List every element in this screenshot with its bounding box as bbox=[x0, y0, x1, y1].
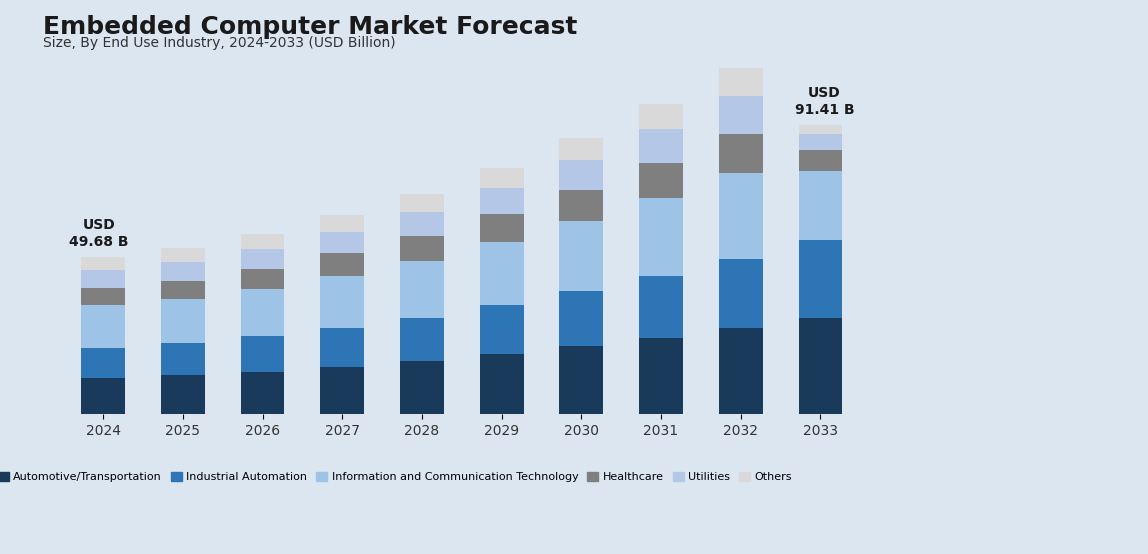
Bar bbox=[639, 338, 683, 414]
Bar bbox=[241, 289, 285, 336]
Bar bbox=[400, 361, 444, 414]
Bar bbox=[639, 129, 683, 163]
Bar bbox=[82, 348, 125, 378]
Bar bbox=[559, 138, 603, 161]
Bar bbox=[480, 242, 523, 305]
Bar bbox=[241, 249, 285, 269]
Bar bbox=[82, 288, 125, 305]
Bar bbox=[320, 327, 364, 367]
Bar bbox=[320, 275, 364, 327]
Bar bbox=[480, 168, 523, 188]
Bar bbox=[161, 280, 204, 299]
Bar bbox=[480, 188, 523, 214]
Bar bbox=[161, 299, 204, 343]
Bar bbox=[559, 346, 603, 414]
Bar bbox=[82, 305, 125, 348]
Bar bbox=[241, 234, 285, 249]
Bar bbox=[639, 104, 683, 129]
Bar bbox=[799, 171, 843, 240]
Bar bbox=[719, 68, 762, 96]
Bar bbox=[799, 150, 843, 171]
Bar bbox=[400, 317, 444, 361]
Bar bbox=[400, 193, 444, 212]
Text: Embedded Computer Market Forecast: Embedded Computer Market Forecast bbox=[44, 15, 577, 39]
Bar bbox=[559, 291, 603, 346]
Bar bbox=[799, 125, 843, 135]
Bar bbox=[161, 343, 204, 376]
Text: Size, By End Use Industry, 2024-2033 (USD Billion): Size, By End Use Industry, 2024-2033 (US… bbox=[44, 36, 396, 50]
Bar bbox=[559, 161, 603, 191]
Bar bbox=[719, 329, 762, 414]
Bar bbox=[82, 257, 125, 270]
Bar bbox=[639, 275, 683, 338]
Bar bbox=[82, 270, 125, 288]
Bar bbox=[639, 163, 683, 198]
Bar bbox=[241, 372, 285, 414]
Bar bbox=[82, 378, 125, 414]
Bar bbox=[400, 212, 444, 236]
Bar bbox=[559, 222, 603, 291]
Text: USD
49.68 B: USD 49.68 B bbox=[69, 218, 129, 249]
Text: USD
91.41 B: USD 91.41 B bbox=[794, 86, 854, 117]
Bar bbox=[241, 336, 285, 372]
Bar bbox=[799, 318, 843, 414]
Bar bbox=[161, 376, 204, 414]
Bar bbox=[320, 253, 364, 275]
Bar bbox=[639, 198, 683, 275]
Bar bbox=[480, 305, 523, 354]
Bar bbox=[480, 354, 523, 414]
Bar bbox=[400, 236, 444, 260]
Bar bbox=[320, 215, 364, 232]
Bar bbox=[161, 248, 204, 262]
Bar bbox=[480, 214, 523, 242]
Bar bbox=[320, 367, 364, 414]
Bar bbox=[719, 134, 762, 173]
Legend: Automotive/Transportation, Industrial Automation, Information and Communication : Automotive/Transportation, Industrial Au… bbox=[0, 467, 797, 486]
Bar bbox=[799, 135, 843, 150]
Bar bbox=[241, 269, 285, 289]
Bar bbox=[161, 262, 204, 280]
Bar bbox=[559, 191, 603, 222]
Bar bbox=[719, 259, 762, 329]
Bar bbox=[320, 232, 364, 253]
Bar bbox=[719, 96, 762, 134]
Bar bbox=[719, 173, 762, 259]
Bar bbox=[400, 260, 444, 317]
Bar bbox=[799, 240, 843, 318]
